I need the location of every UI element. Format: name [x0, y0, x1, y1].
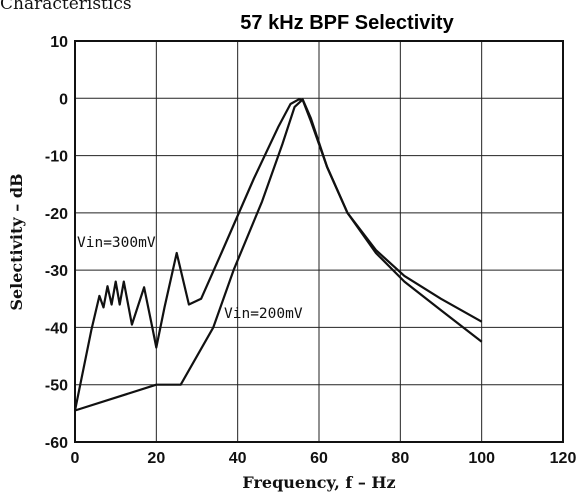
- y-tick-label-6: -50: [45, 378, 68, 395]
- x-tick-label-0: 0: [71, 450, 80, 467]
- series-line-vin-200mv: [74, 98, 483, 412]
- annotation-vin-300mv: Vin=300mV: [77, 235, 156, 251]
- x-tick-label-1: 20: [147, 450, 165, 467]
- series-line-vin-300mv: [73, 98, 483, 411]
- y-tick-label-4: -30: [45, 263, 68, 280]
- chart-title: 57 kHz BPF Selectivity: [240, 12, 454, 34]
- series-lines: [73, 98, 483, 412]
- x-tick-label-2: 40: [229, 450, 247, 467]
- annotation-vin-200mv: Vin=200mV: [224, 306, 303, 322]
- x-tick-label-5: 100: [468, 450, 495, 467]
- y-tick-label-1: 0: [59, 91, 68, 108]
- y-axis-label: Selectivity – dB: [7, 173, 26, 310]
- y-tick-label-0: 10: [50, 34, 68, 51]
- x-tick-labels: 0 20 40 60 80 100 120: [71, 450, 577, 467]
- x-tick-label-4: 80: [391, 450, 409, 467]
- x-tick-label-3: 60: [310, 450, 328, 467]
- x-tick-label-6: 120: [550, 450, 577, 467]
- grid-lines: [75, 41, 563, 442]
- y-tick-label-3: -20: [45, 206, 68, 223]
- y-tick-label-2: -10: [45, 149, 68, 166]
- x-axis-label: Frequency, f – Hz: [242, 473, 395, 492]
- y-tick-label-5: -40: [45, 320, 68, 337]
- plot-frame: [74, 40, 564, 443]
- y-tick-label-7: -60: [45, 435, 68, 452]
- page-header: Characteristics: [0, 0, 132, 14]
- y-tick-labels: 10 0 -10 -20 -30 -40 -50 -60: [45, 34, 68, 452]
